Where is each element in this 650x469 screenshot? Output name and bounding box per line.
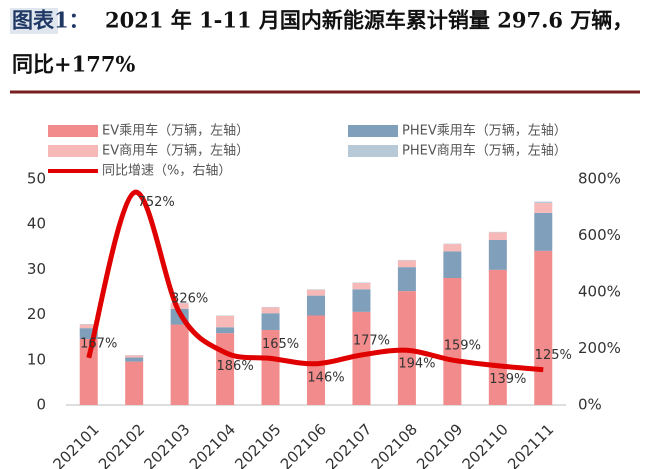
title-highlight [10,8,58,34]
bar-segment [534,201,553,203]
bar-segment [125,357,144,362]
y2-tick-label: 800% [578,170,621,188]
bar-segment [443,244,462,252]
bar-segment [307,315,325,405]
bar-segment [261,307,280,314]
bar-segment [443,251,462,278]
legend-swatch [348,145,398,157]
bar-segment [397,260,416,268]
bar-segment [352,311,371,405]
legend-swatch [48,125,98,137]
bar-segment [216,327,235,334]
bar-segment [488,232,507,241]
y-tick-label: 20 [27,305,46,323]
y-tick-label: 40 [27,215,46,233]
legend-label: EV乘用车（万辆，左轴） [102,123,249,139]
y-tick-label: 10 [27,350,46,368]
legend-swatch [348,125,398,137]
bar-segment [443,277,462,405]
bar-segment [352,289,371,312]
legend-label: 同比增速（%，右轴） [102,164,231,179]
data-label: 146% [307,370,344,385]
y2-tick-label: 0% [578,396,602,414]
bar-segment [79,339,98,405]
y-tick-label: 0 [36,396,46,414]
data-label: 194% [398,357,435,372]
legend-label: PHEV商用车（万辆，左轴） [402,143,567,159]
bar-segment [307,295,325,316]
bar-segment [488,269,507,405]
bar-segment [170,324,189,405]
legend-label: EV商用车（万辆，左轴） [102,143,249,159]
chart-title: 同比+177% [12,52,135,77]
data-label: 752% [138,195,175,210]
data-label: 167% [80,336,117,351]
y2-tick-label: 400% [578,283,621,301]
data-label: 165% [262,337,299,352]
bar-segment [125,355,144,358]
y2-tick-label: 200% [578,339,621,357]
bar-segment [261,313,280,330]
legend-label: PHEV乘用车（万辆，左轴） [402,123,567,139]
bar-segment [534,212,553,251]
data-label: 159% [444,339,481,354]
bar-segment [216,315,235,328]
line [86,190,544,373]
bar-segment [397,267,416,292]
bar-segment [534,250,553,405]
bar-segment [307,289,325,296]
x-tick-label: 202111 [504,420,557,469]
data-label: 177% [353,333,390,348]
y2-tick-label: 600% [578,226,621,244]
bar-segment [79,324,98,329]
bar-segment [352,282,371,290]
legend-swatch [48,145,98,157]
bar-segment [261,329,280,405]
bar-segment [534,202,553,213]
bar-segment [125,361,144,405]
data-label: 125% [535,348,572,363]
data-label: 326% [171,291,208,306]
y-tick-label: 30 [27,260,46,278]
data-label: 139% [489,372,526,387]
data-label: 186% [217,359,254,374]
chart-title: 2021 年 1-11 月国内新能源车累计销量 297.6 万辆， [105,8,633,33]
bar-segment [79,328,98,340]
title-label: 图表1： [12,8,90,33]
bar-segment [488,240,507,270]
y-tick-label: 50 [27,170,46,188]
bar-segment [170,303,189,309]
